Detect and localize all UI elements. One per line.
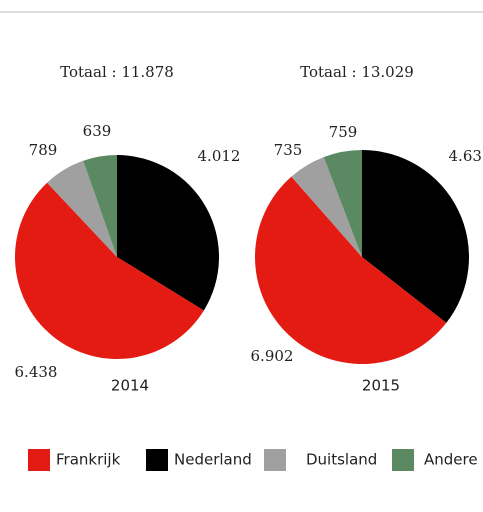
legend-swatch: [392, 449, 414, 471]
legend-swatch: [264, 449, 286, 471]
pie-slice: [117, 155, 220, 311]
chart-title: Totaal : 11.878: [60, 63, 174, 81]
year-label: 2015: [362, 377, 400, 395]
legend-label: Nederland: [174, 451, 252, 469]
value-label: 735: [274, 141, 303, 159]
chart-title: Totaal : 13.029: [300, 63, 414, 81]
value-label: 6.438: [15, 363, 58, 381]
value-label: 639: [83, 122, 112, 140]
legend-swatch: [28, 449, 50, 471]
value-label: 4.633: [449, 147, 483, 165]
legend-label: Andere: [424, 451, 478, 469]
pie-slice: [15, 182, 204, 359]
pie-slice: [291, 157, 362, 257]
pie-slice: [362, 150, 469, 323]
pie-slice: [323, 150, 362, 257]
pie-slice: [83, 155, 117, 257]
value-label: 6.902: [251, 347, 294, 365]
value-label: 4.012: [198, 147, 241, 165]
value-label: 759: [329, 123, 358, 141]
pie-slice: [254, 176, 447, 365]
pie-slice: [47, 160, 117, 257]
year-label: 2014: [111, 377, 149, 395]
legend-label: Frankrijk: [56, 451, 121, 469]
legend-swatch: [146, 449, 168, 471]
value-label: 789: [29, 141, 58, 159]
legend-label: Duitsland: [306, 451, 377, 469]
